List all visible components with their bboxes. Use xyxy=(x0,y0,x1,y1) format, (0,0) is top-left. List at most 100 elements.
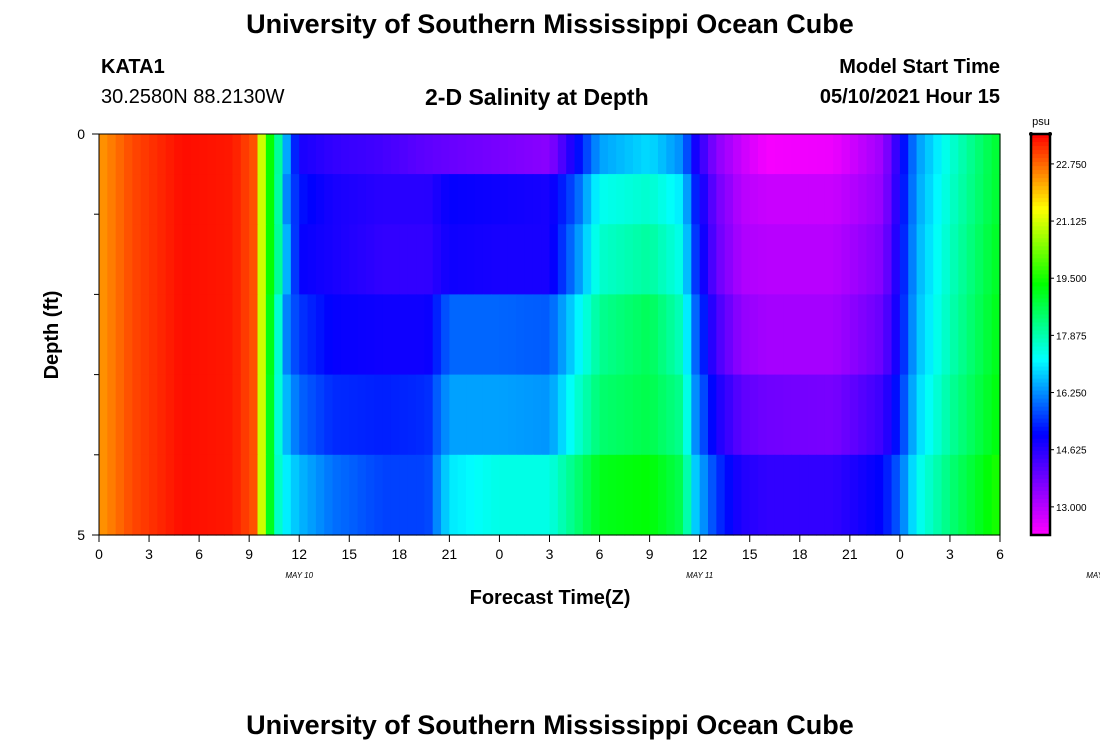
heatmap-cell xyxy=(858,224,868,295)
heatmap-cell xyxy=(474,454,484,536)
heatmap-cell xyxy=(949,454,959,536)
heatmap-cell xyxy=(299,224,309,295)
heatmap-cell xyxy=(933,174,943,225)
colorbar-segment xyxy=(1031,322,1050,328)
heatmap-cell xyxy=(165,454,175,536)
heatmap-cell xyxy=(766,294,776,376)
heatmap-cell xyxy=(766,174,776,225)
heatmap-cell xyxy=(182,454,192,536)
colorbar-segment xyxy=(1031,138,1050,143)
heatmap-cell xyxy=(941,374,951,456)
heatmap-cell xyxy=(657,224,667,295)
colorbar-segment xyxy=(1031,418,1050,424)
heatmap-cell xyxy=(783,174,793,225)
heatmap-cell xyxy=(958,374,968,456)
colorbar-segment xyxy=(1031,150,1050,155)
heatmap-cell xyxy=(532,224,542,295)
heatmap-cell xyxy=(432,134,442,175)
heatmap-cell xyxy=(624,374,634,456)
colorbar-segment xyxy=(1031,222,1050,227)
heatmap-cell xyxy=(174,134,184,175)
heatmap-cell xyxy=(207,134,217,175)
heatmap-cell xyxy=(407,134,417,175)
heatmap-cell xyxy=(974,134,984,175)
colorbar-segment xyxy=(1031,498,1050,504)
heatmap-cell xyxy=(808,294,818,376)
heatmap-cell xyxy=(858,294,868,376)
heatmap-cell xyxy=(616,134,626,175)
heatmap-cell xyxy=(424,134,434,175)
colorbar-segment xyxy=(1031,522,1050,528)
heatmap-cell xyxy=(716,454,726,536)
heatmap-cell xyxy=(357,134,367,175)
colorbar-segment xyxy=(1031,254,1050,259)
colorbar-tick-label: 17.875 xyxy=(1056,331,1087,342)
heatmap-cell xyxy=(249,454,259,536)
colorbar-segment xyxy=(1031,398,1050,404)
heatmap-cell xyxy=(908,374,918,456)
colorbar-segment xyxy=(1031,510,1050,516)
x-tick-label: 3 xyxy=(145,546,153,562)
heatmap-cell xyxy=(357,454,367,536)
heatmap-cell xyxy=(632,454,642,536)
heatmap-cell xyxy=(958,454,968,536)
heatmap-cell xyxy=(299,454,309,536)
heatmap-cell xyxy=(182,134,192,175)
heatmap-cell xyxy=(157,134,167,175)
heatmap-cell xyxy=(733,174,742,225)
colorbar-segment xyxy=(1031,298,1050,304)
heatmap-cell xyxy=(599,134,609,175)
heatmap-cell xyxy=(282,134,292,175)
colorbar-segment xyxy=(1031,326,1050,332)
heatmap-cell xyxy=(557,174,567,225)
heatmap-cell xyxy=(282,174,292,225)
heatmap-cell xyxy=(607,174,617,225)
heatmap-cell xyxy=(441,134,450,175)
heatmap-cell xyxy=(332,224,342,295)
heatmap-cell xyxy=(983,134,993,175)
colorbar-segment xyxy=(1031,426,1050,432)
heatmap-cell xyxy=(315,174,325,225)
heatmap-cell xyxy=(949,134,959,175)
colorbar-segment xyxy=(1031,306,1050,312)
heatmap-cell xyxy=(190,294,200,376)
heatmap-cell xyxy=(949,174,959,225)
heatmap-cell xyxy=(574,374,584,456)
heatmap-cell xyxy=(399,374,409,456)
heatmap-cell xyxy=(616,454,626,536)
colorbar-segment xyxy=(1031,366,1050,372)
heatmap-cell xyxy=(574,454,584,536)
colorbar-segment xyxy=(1031,458,1050,464)
heatmap-cell xyxy=(657,134,667,175)
colorbar-segment xyxy=(1031,258,1050,263)
heatmap-cell xyxy=(257,174,267,225)
heatmap-cell xyxy=(833,134,843,175)
heatmap-cell xyxy=(240,374,250,456)
heatmap-cell xyxy=(466,454,476,536)
heatmap-cell xyxy=(365,224,375,295)
heatmap-cell xyxy=(382,454,392,536)
heatmap-cell xyxy=(599,224,609,295)
heatmap-cell xyxy=(607,374,617,456)
heatmap-cell xyxy=(107,174,117,225)
heatmap-cell xyxy=(974,224,984,295)
heatmap-cell xyxy=(315,294,325,376)
heatmap-cell xyxy=(716,224,726,295)
heatmap-cell xyxy=(699,454,709,536)
heatmap-cell xyxy=(365,174,375,225)
heatmap-cell xyxy=(708,224,717,295)
colorbar-segment xyxy=(1031,270,1050,275)
heatmap-cell xyxy=(382,224,392,295)
chart-title: 2-D Salinity at Depth xyxy=(425,84,649,110)
heatmap-cell xyxy=(282,294,292,376)
heatmap-cell xyxy=(733,134,742,175)
colorbar-segment xyxy=(1031,442,1050,448)
heatmap-cell xyxy=(582,374,592,456)
colorbar-segment xyxy=(1031,342,1050,348)
heatmap-cell xyxy=(966,224,976,295)
colorbar-segment xyxy=(1031,302,1050,308)
heatmap-cell xyxy=(666,374,676,456)
heatmap-cell xyxy=(774,454,784,536)
colorbar-segment xyxy=(1031,462,1050,468)
heatmap-cell xyxy=(841,294,851,376)
